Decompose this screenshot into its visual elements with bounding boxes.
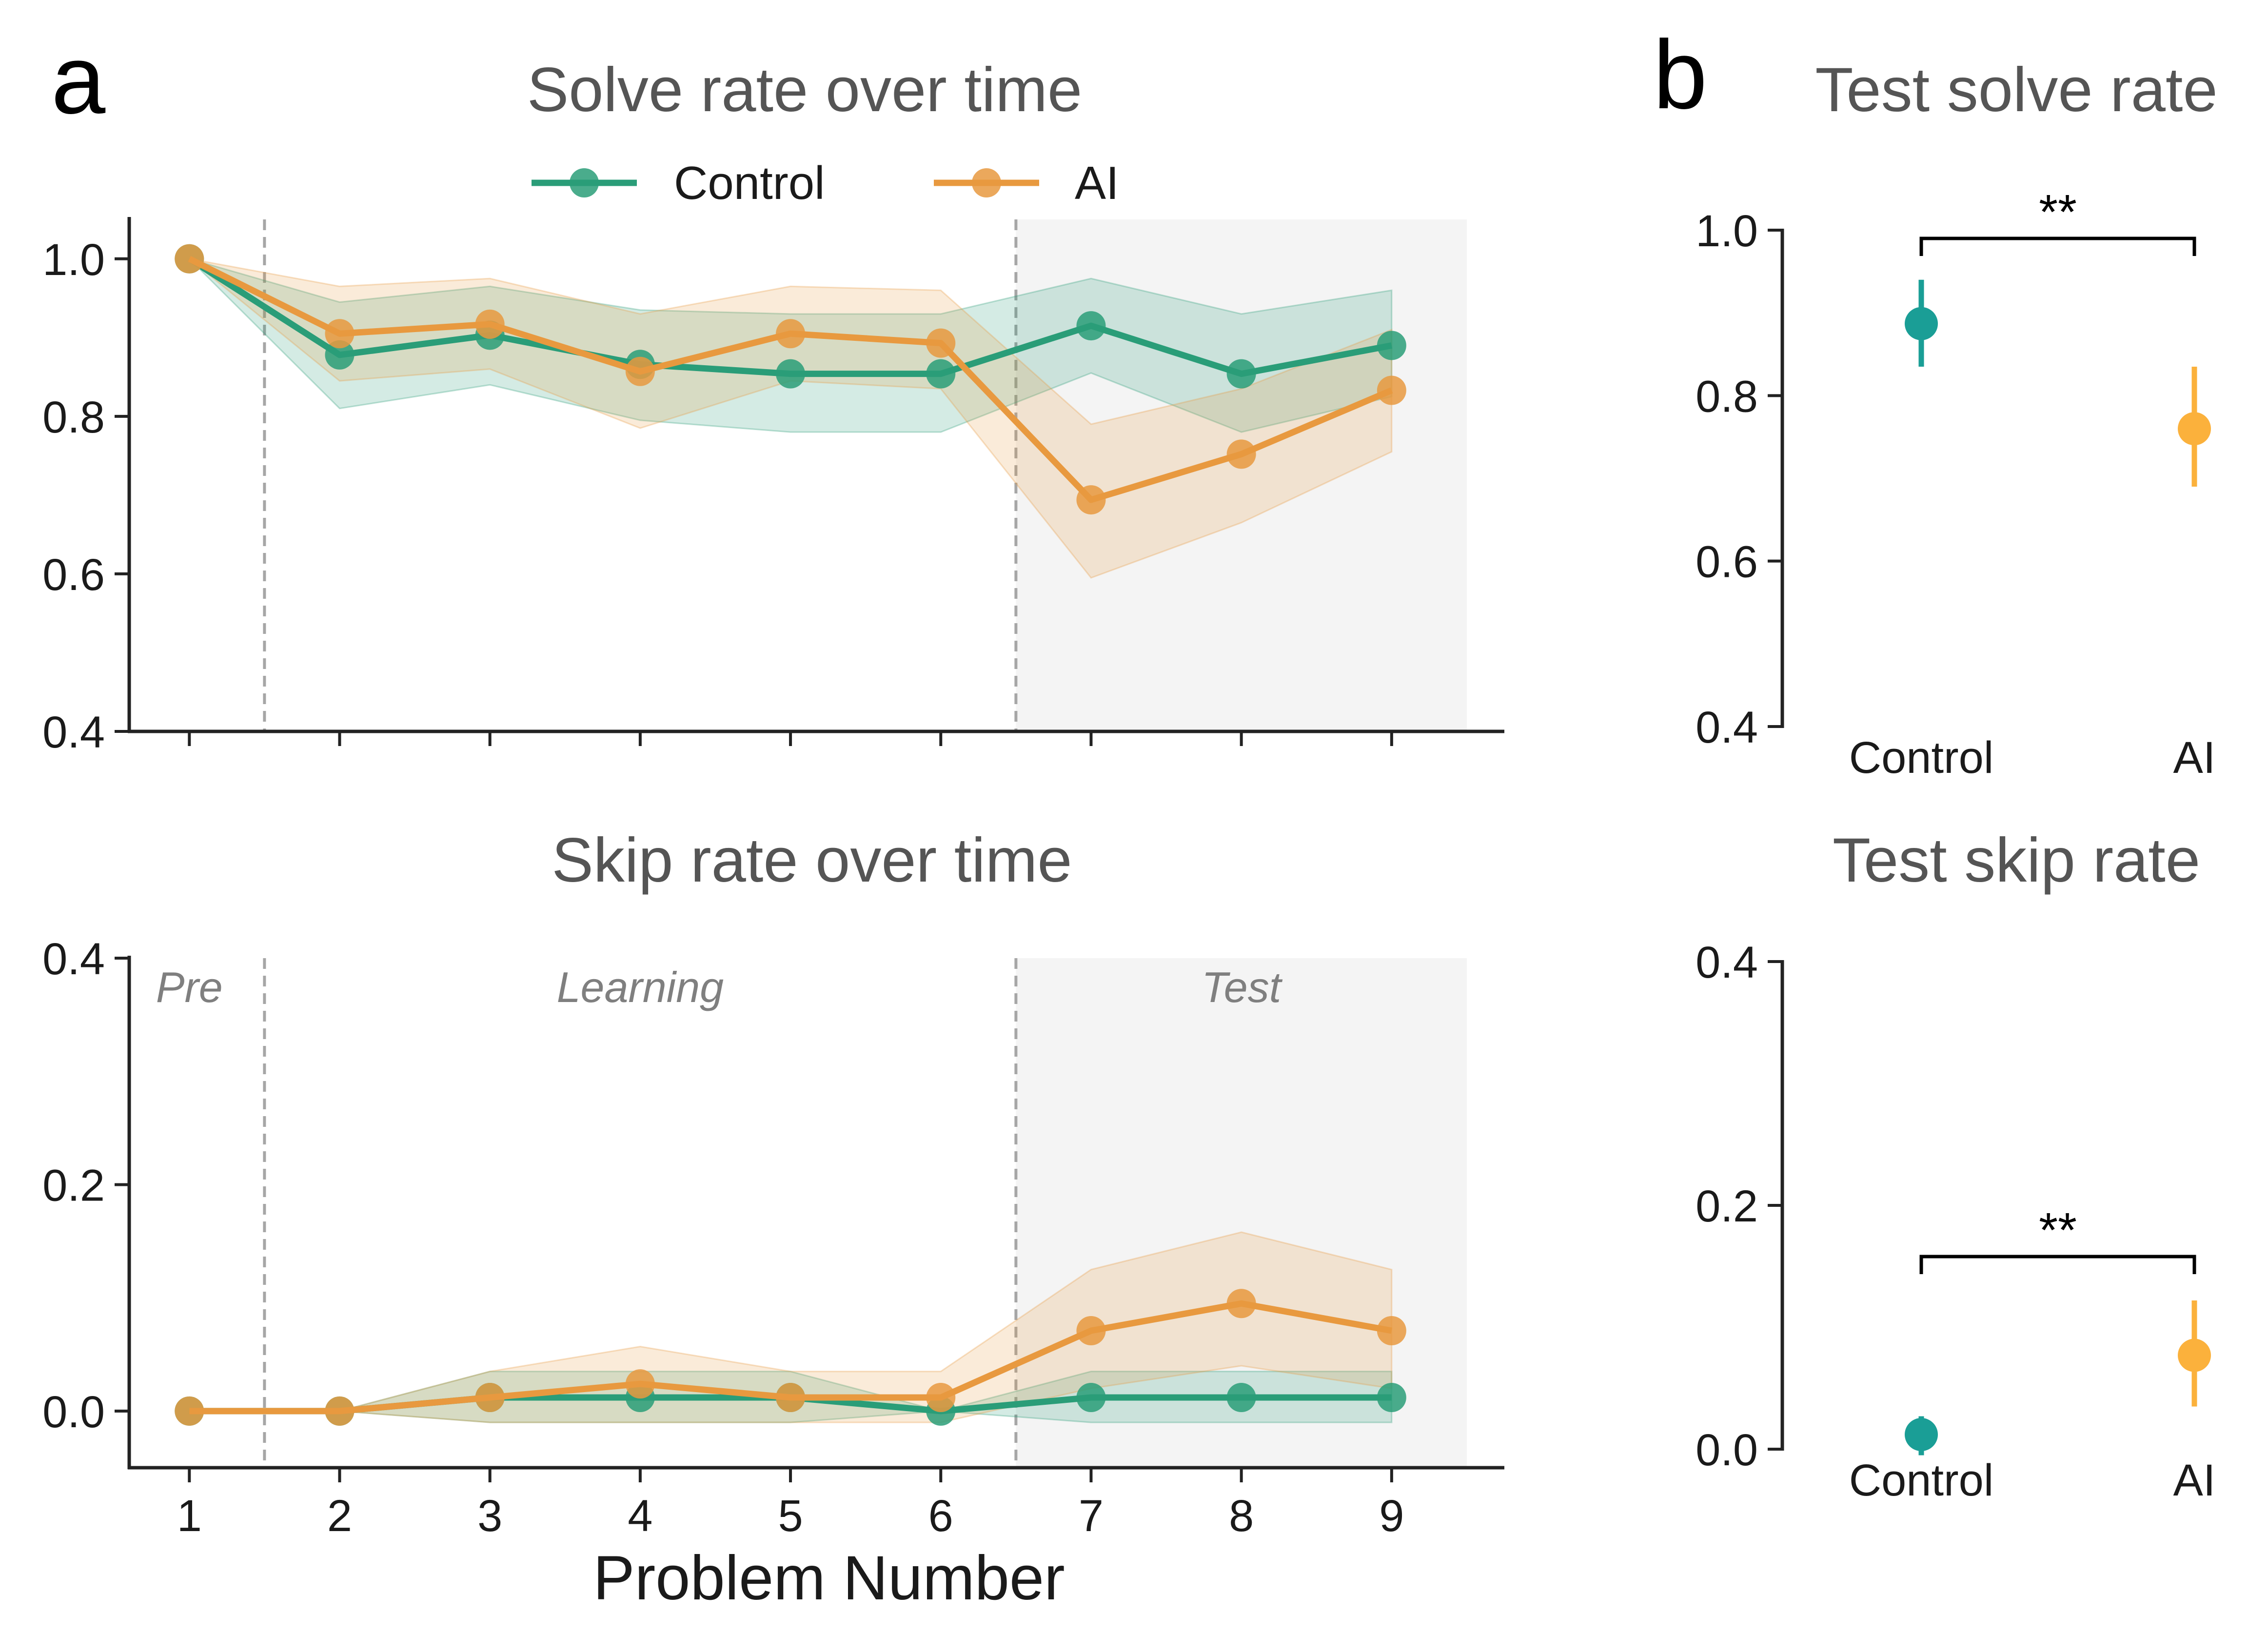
- test-region-shade: [1016, 219, 1467, 731]
- ai-point-3: [475, 309, 505, 339]
- legend-ai-marker: [972, 168, 1001, 197]
- ai-point-9: [1377, 1316, 1406, 1346]
- significance-stars: **: [2039, 185, 2077, 239]
- ai-point-5: [776, 1383, 806, 1413]
- control-point-6: [926, 359, 956, 389]
- ai-point: [2178, 1338, 2211, 1372]
- ai-point-8: [1226, 1289, 1256, 1318]
- ai-point: [2178, 412, 2211, 446]
- significance-bracket: [1919, 236, 2196, 256]
- control-point-8: [1226, 359, 1256, 389]
- control-point-7: [1076, 1383, 1106, 1413]
- y-tick-label-0.4: 0.4: [42, 934, 105, 984]
- y-tick-label-0.4: 0.4: [1696, 703, 1758, 752]
- x-tick-label-2: 2: [327, 1491, 352, 1541]
- ai-point-7: [1076, 1316, 1106, 1346]
- x-tick-label-4: 4: [628, 1491, 652, 1541]
- y-tick-label-1.0: 1.0: [42, 235, 105, 285]
- y-tick-label-1.0: 1.0: [1696, 206, 1758, 256]
- legend-item-control: Control: [532, 157, 825, 209]
- x-tick-label-3: 3: [477, 1491, 502, 1541]
- skip-rate-chart: Pre Learning Test 0.0 0.2 0.4 1 2 3 4 5 6 7 8 9: [42, 934, 1504, 1541]
- y-tick-label-0.2: 0.2: [42, 1161, 105, 1210]
- ai-point-5: [776, 319, 806, 349]
- legend-item-ai: AI: [934, 157, 1119, 209]
- region-label-test: Test: [1202, 963, 1283, 1011]
- test-skip-rate-title: Test skip rate: [1833, 826, 2200, 895]
- y-tick-label-0.4: 0.4: [42, 708, 105, 757]
- legend-ai-label: AI: [1075, 157, 1119, 209]
- ai-point-7: [1076, 485, 1106, 515]
- control-point-2: [325, 340, 355, 370]
- y-tick-label-0.4: 0.4: [1696, 938, 1758, 987]
- ai-category-label: AI: [2173, 733, 2216, 783]
- test-region-shade: [1016, 958, 1467, 1468]
- control-point-9: [1377, 1383, 1406, 1413]
- panel-label-a: a: [51, 25, 106, 134]
- control-point: [1905, 307, 1938, 340]
- ai-point-2: [325, 1396, 355, 1426]
- x-tick-label-8: 8: [1229, 1491, 1254, 1541]
- control-category-label: Control: [1849, 733, 1994, 783]
- x-axis-label: Problem Number: [593, 1543, 1065, 1613]
- legend-control-label: Control: [674, 157, 825, 209]
- control-point-5: [776, 359, 806, 389]
- y-tick-label-0.6: 0.6: [42, 550, 105, 600]
- ai-point-1: [175, 1396, 204, 1426]
- y-tick-label-0.6: 0.6: [1696, 537, 1758, 587]
- y-tick-label-0.8: 0.8: [42, 393, 105, 442]
- legend-control-marker: [570, 168, 599, 197]
- control-point-8: [1226, 1383, 1256, 1413]
- significance-stars: **: [2039, 1203, 2077, 1258]
- skip-rate-title: Skip rate over time: [552, 826, 1072, 895]
- solve-rate-chart: 0.4 0.6 0.8 1.0: [42, 217, 1504, 757]
- x-tick-label-1: 1: [177, 1491, 202, 1541]
- ai-point-6: [926, 328, 956, 358]
- test-solve-rate-chart: 0.4 0.6 0.8 1.0 Control AI **: [1696, 185, 2215, 783]
- control-category-label: Control: [1849, 1456, 1994, 1505]
- ai-point-4: [625, 356, 655, 386]
- y-tick-label-0.8: 0.8: [1696, 372, 1758, 421]
- control-point: [1905, 1418, 1938, 1451]
- test-skip-rate-chart: 0.0 0.2 0.4 Control AI **: [1696, 938, 2215, 1505]
- ai-point-4: [625, 1369, 655, 1399]
- y-tick-label-0.2: 0.2: [1696, 1181, 1758, 1231]
- legend: Control AI: [532, 157, 1119, 209]
- ai-point-6: [926, 1383, 956, 1413]
- region-label-learning: Learning: [557, 963, 724, 1011]
- region-label-pre: Pre: [156, 963, 223, 1011]
- control-point-9: [1377, 331, 1406, 360]
- test-solve-rate-title: Test solve rate: [1815, 55, 2217, 125]
- control-point-7: [1076, 311, 1106, 341]
- ai-point-8: [1226, 439, 1256, 469]
- ai-point-2: [325, 319, 355, 349]
- x-tick-label-6: 6: [928, 1491, 953, 1541]
- significance-bracket: [1919, 1255, 2196, 1274]
- ai-point-9: [1377, 375, 1406, 405]
- panel-label-b: b: [1653, 20, 1707, 129]
- solve-rate-title: Solve rate over time: [527, 55, 1082, 125]
- x-tick-label-9: 9: [1379, 1491, 1404, 1541]
- y-tick-label-0.0: 0.0: [1696, 1425, 1758, 1475]
- ai-point-3: [475, 1383, 505, 1413]
- ai-category-label: AI: [2173, 1456, 2216, 1505]
- x-tick-label-5: 5: [778, 1491, 803, 1541]
- x-tick-label-7: 7: [1079, 1491, 1104, 1541]
- ai-point-1: [175, 244, 204, 274]
- y-tick-label-0.0: 0.0: [42, 1387, 105, 1437]
